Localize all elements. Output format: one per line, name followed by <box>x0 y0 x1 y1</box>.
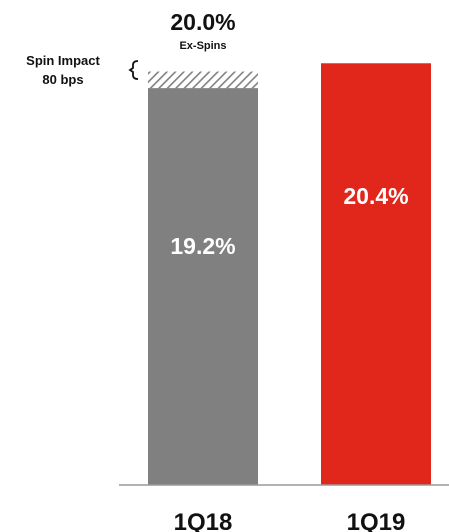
total-sublabel-ex-spins: Ex-Spins <box>179 40 226 52</box>
bar-1q18 <box>148 88 258 486</box>
annotation-spin-impact: Spin Impact <box>26 53 100 68</box>
annotation-bracket <box>128 60 139 80</box>
annotation-bps: 80 bps <box>42 72 83 87</box>
bar-segment-spin-impact <box>148 71 258 89</box>
bar-1q19 <box>321 63 431 486</box>
category-label-1q19: 1Q19 <box>347 509 406 532</box>
value-label-1q18: 19.2% <box>170 233 235 259</box>
category-label-1q18: 1Q18 <box>174 509 233 532</box>
total-label-ex-spins: 20.0% <box>170 9 235 35</box>
value-label-1q19: 20.4% <box>343 183 408 209</box>
